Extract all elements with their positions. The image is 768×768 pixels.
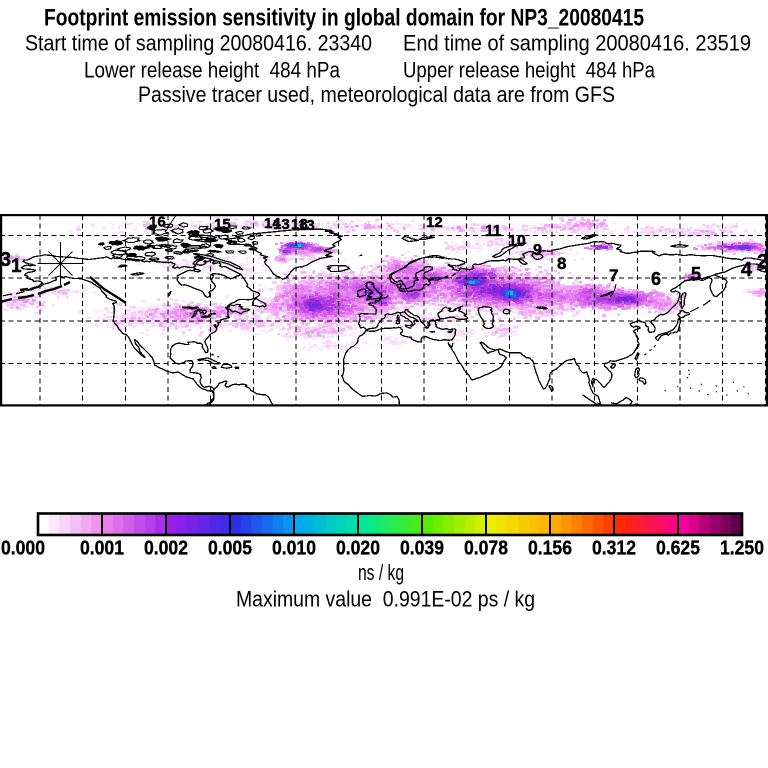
svg-text:9: 9: [533, 242, 542, 259]
svg-text:0.010: 0.010: [272, 537, 316, 560]
svg-text:0.005: 0.005: [208, 537, 252, 560]
svg-text:Maximum value 0.991E-02 ps /: Maximum value 0.991E-02 ps / kg: [236, 587, 535, 612]
svg-text:15: 15: [214, 216, 231, 233]
svg-text:4: 4: [741, 259, 753, 281]
svg-text:End time of sampling 20080416.: End time of sampling 20080416. 23519: [403, 30, 751, 55]
svg-text:Footprint emission sensitivity: Footprint emission sensitivity in global…: [44, 5, 644, 32]
svg-text:0.020: 0.020: [336, 537, 380, 560]
svg-text:16: 16: [149, 214, 166, 231]
svg-text:12: 12: [426, 214, 443, 231]
svg-text:1: 1: [11, 256, 22, 277]
svg-text:14: 14: [264, 215, 281, 232]
svg-text:18: 18: [291, 216, 308, 233]
svg-text:11: 11: [485, 223, 502, 240]
svg-text:0.156: 0.156: [528, 537, 572, 560]
svg-text:8: 8: [557, 254, 566, 273]
svg-text:10: 10: [508, 233, 526, 250]
svg-text:0.078: 0.078: [464, 537, 508, 560]
svg-text:7: 7: [609, 266, 618, 285]
svg-text:0.002: 0.002: [144, 537, 188, 560]
svg-text:13: 13: [273, 216, 290, 233]
svg-text:6: 6: [651, 269, 661, 289]
svg-text:0.039: 0.039: [400, 537, 444, 560]
svg-text:Start time of sampling 2008041: Start time of sampling 20080416. 23340: [25, 30, 372, 55]
svg-text:0.312: 0.312: [592, 537, 636, 560]
svg-text:5: 5: [691, 264, 701, 284]
svg-text:0.625: 0.625: [656, 537, 700, 560]
svg-text:Lower release height 484 hPa: Lower release height 484 hPa: [84, 58, 341, 83]
svg-text:Passive tracer used, meteorolo: Passive tracer used, meteorological data…: [138, 82, 615, 107]
svg-text:0.001: 0.001: [80, 537, 124, 560]
svg-text:3: 3: [0, 249, 11, 271]
svg-text:ns / kg: ns / kg: [358, 560, 404, 585]
svg-text:13: 13: [298, 217, 315, 234]
svg-text:2: 2: [757, 251, 768, 273]
svg-text:Upper release height 484 hPa: Upper release height 484 hPa: [403, 58, 656, 83]
svg-text:0.000: 0.000: [1, 537, 45, 560]
svg-text:1.250: 1.250: [720, 537, 764, 560]
